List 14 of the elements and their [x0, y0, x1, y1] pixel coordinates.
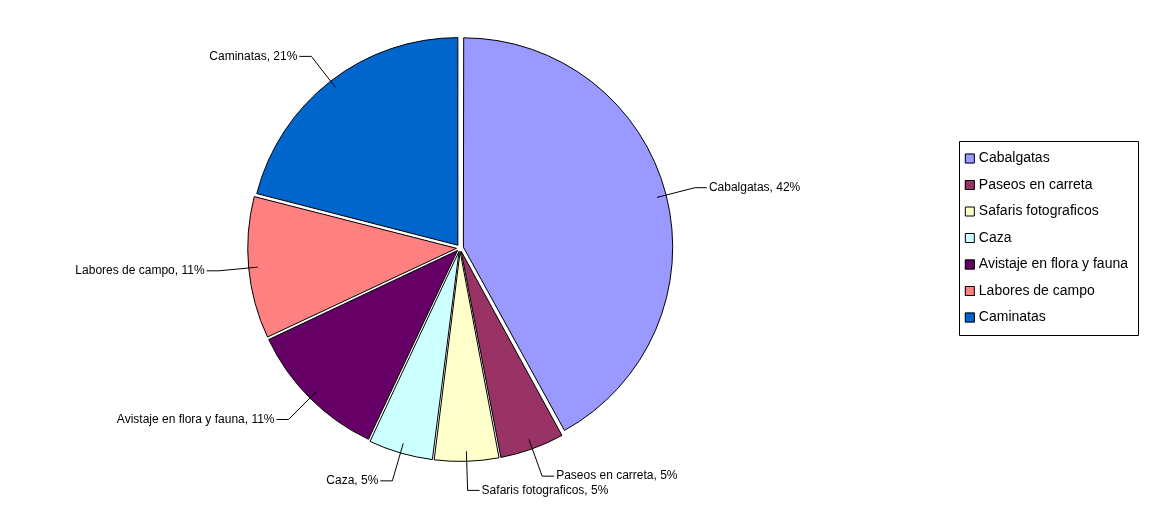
legend-label: Cabalgatas [978, 149, 1050, 166]
legend-label: Caminatas [978, 308, 1046, 325]
data-label: Cabalgatas, 42% [708, 180, 801, 195]
legend-label: Paseos en carreta [978, 175, 1093, 192]
data-label: Caminatas, 21% [209, 48, 298, 63]
data-label: Safaris fotograficos, 5% [481, 482, 609, 497]
data-label: Caza, 5% [326, 473, 379, 488]
legend-label: Labores de campo [978, 281, 1096, 298]
legend-label: Safaris fotograficos [978, 202, 1099, 219]
data-label: Avistaje en flora y fauna, 11% [116, 411, 275, 426]
legend-label: Avistaje en flora y fauna [978, 255, 1129, 272]
data-label: Paseos en carreta, 5% [556, 468, 678, 483]
legend-label: Caza [978, 228, 1012, 245]
data-label: Labores de campo, 11% [75, 263, 205, 278]
